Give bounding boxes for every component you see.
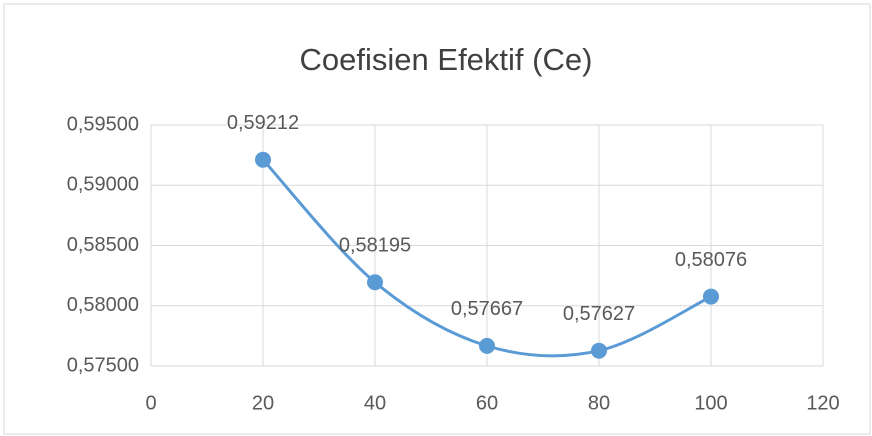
x-tick-label: 120 <box>806 392 839 414</box>
x-tick-label: 80 <box>588 392 610 414</box>
data-label: 0,58195 <box>339 235 411 257</box>
data-label: 0,59212 <box>227 112 299 134</box>
chart-frame <box>3 3 871 435</box>
data-point <box>703 288 719 305</box>
y-tick-label: 0,58000 <box>67 294 139 316</box>
data-point <box>255 151 271 168</box>
data-label: 0,58076 <box>675 249 747 271</box>
y-tick-label: 0,59000 <box>67 174 139 196</box>
y-tick-label: 0,58500 <box>67 234 139 256</box>
y-tick-label: 0,59500 <box>67 113 139 135</box>
data-label: 0,57667 <box>451 298 523 320</box>
x-tick-label: 20 <box>252 392 274 414</box>
y-tick-label: 0,57500 <box>67 354 139 376</box>
x-tick-label: 40 <box>364 392 386 414</box>
data-point <box>591 342 607 359</box>
x-tick-label: 60 <box>476 392 498 414</box>
data-label: 0,57627 <box>563 303 635 325</box>
chart-title: Coefisien Efektif (Ce) <box>300 42 593 77</box>
x-tick-label: 100 <box>694 392 727 414</box>
x-tick-label: 0 <box>145 392 156 414</box>
data-point <box>367 274 383 291</box>
data-point <box>479 337 495 354</box>
